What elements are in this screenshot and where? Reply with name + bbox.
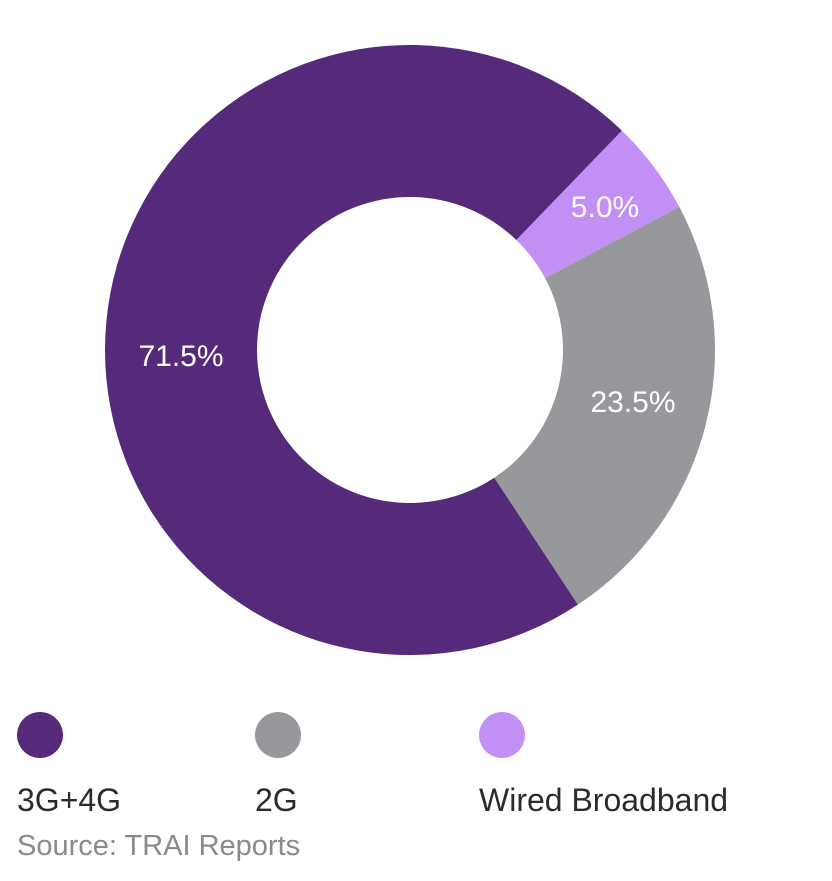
legend-label-3g-4g: 3G+4G bbox=[17, 782, 122, 818]
legend-item-2g: 2G bbox=[255, 712, 301, 820]
legend-item-3g-4g: 3G+4G bbox=[17, 712, 121, 820]
slice-2g bbox=[494, 206, 715, 605]
legend-swatch-3g-4g bbox=[17, 712, 63, 758]
slice-3g-4g bbox=[104, 45, 622, 656]
legend-swatch-wired-broadband bbox=[479, 712, 525, 758]
legend: 3G+4G 2G Wired Broadband bbox=[0, 712, 832, 822]
legend-label-wired-broadband: Wired Broadband bbox=[479, 782, 729, 818]
data-label-3g-4g: 71.5% bbox=[138, 340, 223, 373]
legend-label-2g: 2G bbox=[255, 782, 298, 818]
data-label-wired-broadband: 5.0% bbox=[571, 191, 639, 224]
data-label-2g: 23.5% bbox=[590, 386, 675, 419]
donut-chart: 5.0% 23.5% 71.5% bbox=[104, 45, 715, 656]
slice-wired-broadband bbox=[516, 130, 680, 279]
legend-item-wired-broadband: Wired Broadband bbox=[479, 712, 728, 820]
source-note: Source: TRAI Reports bbox=[17, 830, 301, 862]
legend-swatch-2g bbox=[255, 712, 301, 758]
